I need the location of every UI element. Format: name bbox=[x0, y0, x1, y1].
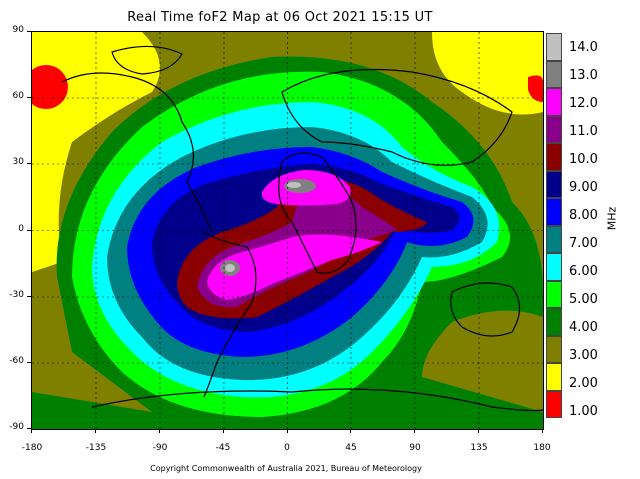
x-tick-mark bbox=[287, 429, 288, 433]
legend-label: 8.00 bbox=[569, 208, 598, 223]
x-tick-label: 180 bbox=[533, 443, 551, 453]
legend-swatch bbox=[546, 33, 562, 61]
color-legend bbox=[546, 33, 564, 418]
legend-label: 1.00 bbox=[569, 404, 598, 419]
legend-swatch bbox=[546, 115, 562, 143]
x-tick-label: 45 bbox=[345, 443, 357, 453]
legend-label: 10.0 bbox=[569, 152, 598, 167]
coastline-africa bbox=[278, 152, 357, 274]
legend-label: 5.00 bbox=[569, 292, 598, 307]
y-tick-mark bbox=[27, 230, 31, 231]
y-tick-mark bbox=[27, 31, 31, 32]
y-tick-mark bbox=[27, 163, 31, 164]
legend-label: 3.00 bbox=[569, 348, 598, 363]
x-tick-mark bbox=[478, 429, 479, 433]
coastlines bbox=[61, 45, 543, 412]
x-tick-mark bbox=[31, 429, 32, 433]
coastline-greenland bbox=[111, 45, 183, 75]
legend-swatch bbox=[546, 253, 562, 281]
legend-unit-label: MHz bbox=[605, 206, 619, 231]
legend-swatch bbox=[546, 225, 562, 253]
y-tick-mark bbox=[27, 362, 31, 363]
y-tick-label: 0 bbox=[18, 224, 24, 234]
legend-swatch bbox=[546, 143, 562, 171]
x-tick-label: 135 bbox=[470, 443, 488, 453]
x-tick-mark bbox=[95, 429, 96, 433]
contour-1mhz-northeast bbox=[528, 75, 543, 102]
y-tick-label: 90 bbox=[12, 25, 24, 35]
x-tick-mark bbox=[223, 429, 224, 433]
contour-12mhz-south bbox=[207, 234, 382, 300]
legend-label: 7.00 bbox=[569, 236, 598, 251]
y-tick-label: -30 bbox=[9, 290, 24, 300]
x-tick-label: -45 bbox=[215, 443, 231, 453]
legend-swatch bbox=[546, 335, 562, 363]
legend-swatch bbox=[546, 198, 562, 226]
x-tick-mark bbox=[159, 429, 160, 433]
x-tick-mark bbox=[350, 429, 351, 433]
coastline-north-america bbox=[61, 72, 213, 233]
y-tick-mark bbox=[27, 428, 31, 429]
y-tick-mark bbox=[27, 296, 31, 297]
y-tick-mark bbox=[27, 97, 31, 98]
copyright-notice: Copyright Commonwealth of Australia 2021… bbox=[150, 464, 422, 473]
legend-swatch bbox=[546, 280, 562, 308]
contour-14mhz-south bbox=[225, 264, 235, 272]
legend-label: 13.0 bbox=[569, 68, 598, 83]
contour-14mhz-north bbox=[287, 182, 301, 188]
x-tick-label: -90 bbox=[152, 443, 168, 453]
y-tick-label: -60 bbox=[9, 356, 24, 366]
legend-label: 6.00 bbox=[569, 264, 598, 279]
contour-2mhz-northeast bbox=[432, 32, 543, 115]
legend-swatch bbox=[546, 60, 562, 88]
y-tick-label: 60 bbox=[12, 91, 24, 101]
legend-label: 2.00 bbox=[569, 376, 598, 391]
legend-swatch bbox=[546, 170, 562, 198]
coastline-south-america bbox=[201, 231, 257, 398]
legend-label: 9.00 bbox=[569, 180, 598, 195]
coastline-antarctica bbox=[91, 388, 543, 412]
x-tick-label: 90 bbox=[409, 443, 421, 453]
coastline-eurasia bbox=[281, 68, 513, 166]
y-tick-label: -90 bbox=[9, 422, 24, 432]
x-tick-label: -180 bbox=[21, 443, 43, 453]
y-tick-label: 30 bbox=[12, 157, 24, 167]
x-tick-mark bbox=[542, 429, 543, 433]
x-tick-label: -135 bbox=[85, 443, 107, 453]
legend-swatch bbox=[546, 363, 562, 391]
fof2-contour-map bbox=[31, 31, 544, 430]
x-tick-mark bbox=[414, 429, 415, 433]
graticule bbox=[32, 32, 543, 429]
coastline-australia bbox=[450, 282, 521, 337]
map-title: Real Time foF2 Map at 06 Oct 2021 15:15 … bbox=[127, 10, 433, 25]
contour-map-svg bbox=[32, 32, 543, 429]
legend-label: 4.00 bbox=[569, 320, 598, 335]
legend-swatch bbox=[546, 308, 562, 336]
legend-label: 12.0 bbox=[569, 96, 598, 111]
legend-label: 11.0 bbox=[569, 124, 598, 139]
x-tick-label: 0 bbox=[284, 443, 290, 453]
legend-swatch bbox=[546, 390, 562, 418]
legend-swatch bbox=[546, 88, 562, 116]
legend-label: 14.0 bbox=[569, 40, 598, 55]
